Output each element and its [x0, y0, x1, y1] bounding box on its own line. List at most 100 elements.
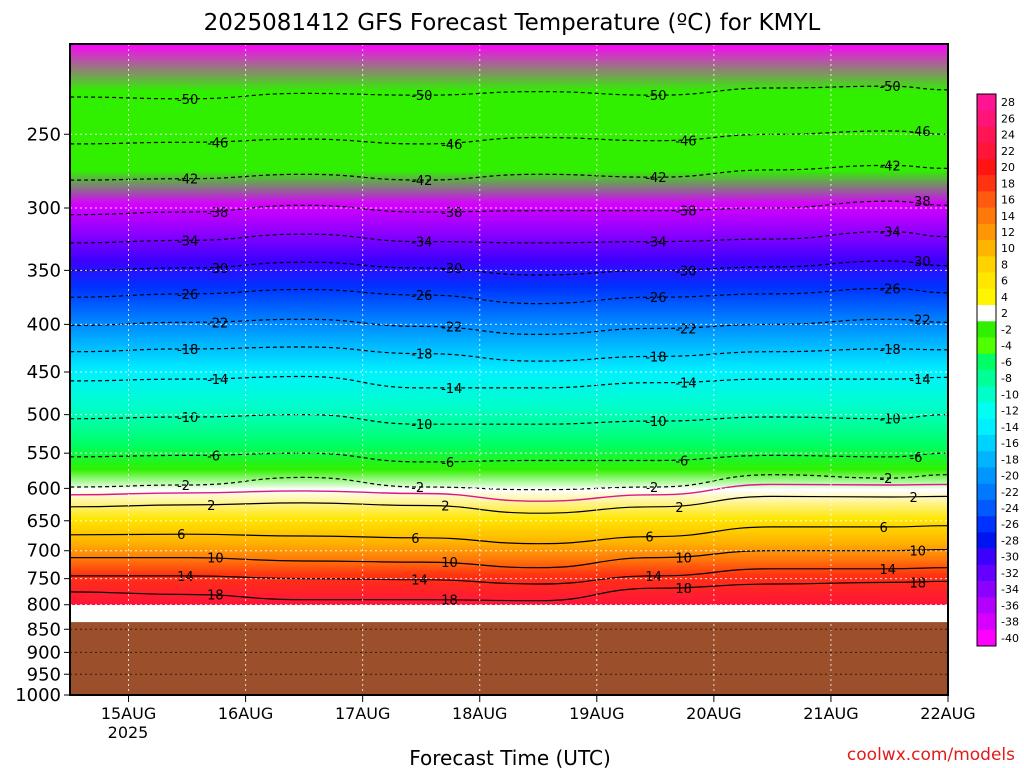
colorbar-swatch [977, 386, 996, 403]
isotherm-label: -6 [441, 456, 454, 471]
colorbar-label: -28 [1001, 535, 1019, 548]
colorbar-swatch [977, 548, 996, 566]
isotherm-label: 2 [675, 501, 683, 516]
x-tick-label: 15AUG [101, 704, 156, 723]
isotherm--42 [70, 164, 948, 181]
isotherm-label: -10 [177, 411, 198, 426]
y-tick-label: 250 [27, 124, 61, 145]
colorbar-label: -8 [1001, 372, 1012, 385]
y-tick-label: 800 [27, 595, 61, 616]
colorbar-swatch [977, 126, 996, 144]
isotherm-label: 18 [675, 582, 692, 597]
colorbar-swatch [977, 94, 996, 111]
isotherm--2 [70, 474, 948, 491]
colorbar-label: -34 [1001, 583, 1019, 596]
colorbar-label: 18 [1001, 177, 1015, 190]
isotherm-label: -26 [879, 282, 900, 297]
isotherm-label: -18 [879, 343, 900, 358]
isotherm-label: -30 [909, 255, 930, 270]
isotherm-label: -34 [645, 236, 666, 251]
isotherm-label: -10 [645, 415, 666, 430]
isotherm-label: 6 [645, 531, 653, 546]
isotherm-label: -38 [441, 206, 462, 221]
colorbar-label: -38 [1001, 616, 1019, 629]
isotherm-label: -18 [645, 350, 666, 365]
colorbar-swatch [977, 564, 996, 582]
isotherm-label: 2 [909, 491, 917, 506]
isotherm-label: -42 [411, 174, 432, 189]
chart-title: 2025081412 GFS Forecast Temperature (ºC)… [204, 10, 821, 36]
colorbar-label: -22 [1001, 486, 1019, 499]
colorbar-label: -14 [1001, 421, 1019, 434]
y-tick-label: 450 [27, 362, 61, 383]
colorbar-swatch [977, 207, 996, 225]
isotherm-label: -10 [411, 418, 432, 433]
colorbar-swatch [977, 142, 996, 160]
isotherm-label: -38 [207, 206, 228, 221]
colorbar-swatch [977, 256, 996, 273]
isotherm-label: -22 [909, 313, 930, 328]
colorbar-swatch [977, 402, 996, 420]
colorbar-swatch [977, 158, 996, 176]
colorbar-label: 20 [1001, 161, 1015, 174]
colorbar-swatch [977, 321, 996, 338]
colorbar-label: 4 [1001, 291, 1008, 304]
isotherm--10 [70, 413, 948, 425]
colorbar-swatch [977, 418, 996, 436]
isotherm-label: -26 [177, 288, 198, 303]
isotherm-label: -2 [879, 472, 892, 487]
isotherm-label: -46 [909, 125, 930, 140]
watermark-text: coolwx.com/models [847, 745, 1015, 765]
y-tick-label: 300 [27, 198, 61, 219]
isotherm-label: -26 [411, 289, 432, 304]
colorbar-label: -12 [1001, 405, 1019, 418]
isotherm-label: 18 [909, 576, 926, 591]
isotherm-label: 18 [441, 594, 458, 609]
isotherm-18 [70, 580, 948, 602]
isotherm-label: -38 [675, 205, 696, 220]
x-tick-label: 16AUG [218, 704, 273, 723]
colorbar-swatch [977, 532, 996, 549]
isotherm--14 [70, 375, 948, 389]
y-tick-label: 900 [27, 642, 61, 663]
colorbar-label: -18 [1001, 453, 1019, 466]
x-tick-label: 20AUG [686, 704, 741, 723]
isotherm--26 [70, 287, 948, 305]
isotherm-label: 10 [441, 556, 458, 571]
plot-area: -50 -50 -50-50-46 -46 -46-46-42 -42 -42-42-38-… [70, 44, 948, 695]
colorbar-swatch [977, 305, 996, 322]
isotherm-label: 18 [207, 589, 224, 604]
isotherm--46 [70, 130, 948, 145]
x-tick-label: 21AUG [803, 704, 858, 723]
colorbar-label: 12 [1001, 226, 1015, 239]
colorbar-swatch [977, 191, 996, 208]
colorbar-swatch [977, 434, 996, 452]
colorbar-swatch [977, 288, 996, 306]
colorbar-swatch [977, 467, 996, 484]
isotherm-label: -30 [441, 262, 462, 277]
isotherm-label: -50 [177, 93, 198, 108]
x-tick-label: 17AUG [335, 704, 390, 723]
isotherm-label: 10 [207, 552, 224, 567]
isotherm-label: 2 [441, 500, 449, 515]
colorbar-swatch [977, 629, 996, 647]
colorbar-swatch [977, 597, 996, 614]
x-axis-year: 2025 [108, 723, 149, 742]
isotherm--6 [70, 452, 948, 463]
isotherm-label: -2 [411, 481, 424, 496]
isotherm--30 [70, 260, 948, 276]
colorbar-label: -10 [1001, 388, 1019, 401]
isotherm-label: -14 [207, 373, 228, 388]
isotherm-label: -14 [675, 377, 696, 392]
isotherm--38 [70, 200, 948, 216]
isotherm-14 [70, 567, 948, 585]
isotherm-label: -42 [879, 159, 900, 174]
colorbar-label: 22 [1001, 145, 1015, 158]
isotherm--50 [70, 85, 948, 100]
isotherm-label: -2 [177, 479, 190, 494]
isotherm-label: -50 [879, 80, 900, 95]
isotherm--18 [70, 346, 948, 362]
y-tick-label: 750 [27, 569, 61, 590]
y-tick-label: 550 [27, 443, 61, 464]
isotherm-label: 10 [675, 552, 692, 567]
